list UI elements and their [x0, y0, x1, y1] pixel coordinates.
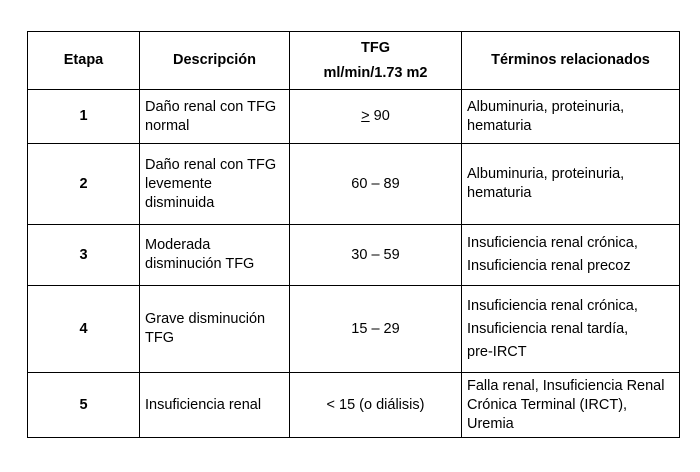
tfg-cell: 60 – 89	[289, 143, 462, 225]
tfg-cell: < 15 (o diálisis)	[289, 372, 462, 438]
etapa-cell: 4	[27, 285, 140, 373]
header-etapa: Etapa	[27, 31, 140, 90]
descripcion-cell: Insuficiencia renal	[139, 372, 290, 438]
header-row: Etapa Descripción TFG ml/min/1.73 m2 Tér…	[27, 31, 680, 90]
etapa-cell: 5	[27, 372, 140, 438]
terminos-line: Insuficiencia renal crónica,	[467, 235, 638, 251]
tfg-symbol: >	[361, 108, 370, 124]
etapa-cell: 3	[27, 224, 140, 286]
tfg-cell: > 90	[289, 89, 462, 144]
header-terminos: Términos relacionados	[461, 31, 680, 90]
stages-table: Etapa Descripción TFG ml/min/1.73 m2 Tér…	[27, 31, 680, 438]
terminos-cell: Insuficiencia renal crónica, Insuficienc…	[461, 224, 680, 286]
table-row: 2 Daño renal con TFG levemente disminuid…	[27, 143, 680, 225]
terminos-cell: Albuminuria, proteinuria, hematuria	[461, 143, 680, 225]
descripcion-cell: Daño renal con TFG normal	[139, 89, 290, 144]
etapa-cell: 2	[27, 143, 140, 225]
table-row: 5 Insuficiencia renal < 15 (o diálisis) …	[27, 372, 680, 438]
terminos-cell: Albuminuria, proteinuria, hematuria	[461, 89, 680, 144]
descripcion-cell: Moderada disminución TFG	[139, 224, 290, 286]
table-row: 1 Daño renal con TFG normal > 90 Albumin…	[27, 89, 680, 144]
table-row: 4 Grave disminución TFG 15 – 29 Insufici…	[27, 285, 680, 373]
header-tfg-line2: ml/min/1.73 m2	[323, 64, 428, 81]
terminos-line: Insuficiencia renal tardía,	[467, 320, 629, 337]
tfg-value: 90	[369, 108, 390, 124]
tfg-cell: 15 – 29	[289, 285, 462, 373]
terminos-line: pre-IRCT	[467, 343, 527, 360]
terminos-cell: Falla renal, Insuficiencia Renal Crónica…	[461, 372, 680, 438]
tfg-cell: 30 – 59	[289, 224, 462, 286]
descripcion-cell: Grave disminución TFG	[139, 285, 290, 373]
etapa-cell: 1	[27, 89, 140, 144]
terminos-line: Insuficiencia renal crónica,	[467, 297, 638, 314]
header-descripcion: Descripción	[139, 31, 290, 90]
descripcion-cell: Daño renal con TFG levemente disminuida	[139, 143, 290, 225]
header-tfg-line1: TFG	[361, 39, 390, 56]
table-row: 3 Moderada disminución TFG 30 – 59 Insuf…	[27, 224, 680, 286]
terminos-cell: Insuficiencia renal crónica, Insuficienc…	[461, 285, 680, 373]
header-tfg: TFG ml/min/1.73 m2	[289, 31, 462, 90]
terminos-line: Falla renal, Insuficiencia Renal Crónica…	[467, 377, 665, 432]
terminos-line: Insuficiencia renal precoz	[467, 258, 631, 274]
terminos-line: Albuminuria, proteinuria, hematuria	[467, 98, 625, 134]
terminos-line: Albuminuria, proteinuria, hematuria	[467, 166, 625, 201]
